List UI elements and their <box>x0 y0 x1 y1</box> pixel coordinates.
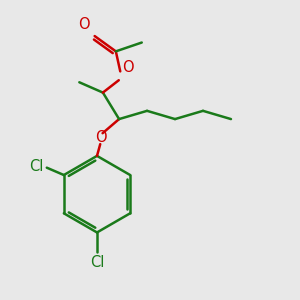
Text: O: O <box>123 60 134 75</box>
Text: O: O <box>96 130 107 145</box>
Text: O: O <box>78 16 89 32</box>
Text: Cl: Cl <box>90 254 104 269</box>
Text: Cl: Cl <box>29 159 43 174</box>
